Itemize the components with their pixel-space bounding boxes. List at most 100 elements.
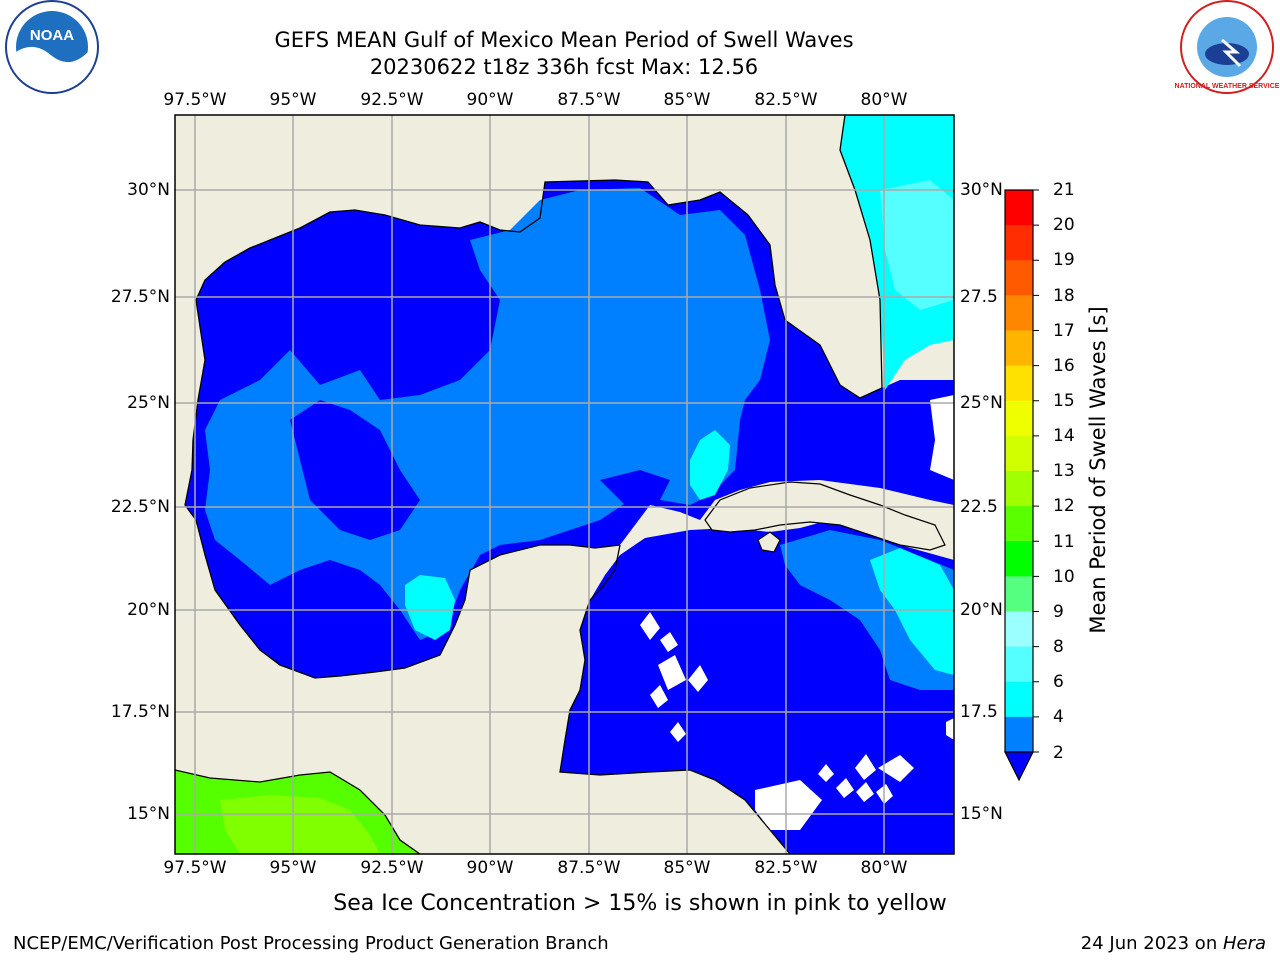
lat-tick-left: 20°N — [127, 600, 170, 620]
lon-tick-bottom: 92.5°W — [360, 858, 424, 878]
lon-tick-bottom: 80°W — [860, 858, 908, 878]
atlantic-swell-8-9s — [880, 180, 954, 310]
lat-tick-right: 27.5 — [960, 287, 998, 307]
lat-tick-left: 22.5°N — [110, 497, 170, 517]
colorbar-tick: 4 — [1053, 707, 1064, 727]
colorbar-tick: 9 — [1053, 602, 1064, 622]
colorbar-tick: 20 — [1053, 215, 1075, 235]
gulf-swell-6-8s-east — [690, 430, 730, 500]
footer-date: 24 Jun 2023 on Hera — [1081, 933, 1266, 954]
lat-tick-left: 17.5°N — [110, 702, 170, 722]
colorbar-extend-arrow — [1004, 751, 1034, 782]
lon-tick-bottom: 90°W — [466, 858, 514, 878]
lon-tick-top: 82.5°W — [754, 90, 818, 110]
colorbar-segment — [1005, 365, 1033, 402]
caribbean-swell-6-8s — [870, 548, 954, 675]
no-data-patch — [818, 764, 834, 782]
lat-tick-right: 20°N — [960, 600, 1003, 620]
coastline — [184, 299, 621, 679]
lon-tick-bottom: 95°W — [269, 858, 317, 878]
lon-tick-bottom: 85°W — [663, 858, 711, 878]
gulf-swell-6-8s-southwest — [405, 575, 455, 640]
lat-tick-left: 25°N — [127, 393, 170, 413]
colorbar-segment — [1005, 190, 1033, 226]
map-title: GEFS MEAN Gulf of Mexico Mean Period of … — [274, 28, 854, 52]
colorbar-segment — [1005, 576, 1033, 612]
colorbar-segment — [1005, 435, 1033, 472]
colorbar-segment — [1005, 611, 1033, 648]
colorbar-label-text: Mean Period of Swell Waves [s] — [1086, 306, 1110, 634]
no-data-patch — [855, 754, 876, 780]
lon-tick-bottom: 97.5°W — [163, 858, 227, 878]
colorbar-segment — [1005, 646, 1033, 683]
lon-tick-bottom: 82.5°W — [754, 858, 818, 878]
map-subtitle: 20230622 t18z 336h fcst Max: 12.56 — [369, 55, 759, 79]
colorbar-tick: 12 — [1053, 496, 1075, 516]
no-data-patch — [650, 685, 668, 708]
nws-logo-text: NATIONAL WEATHER SERVICE — [1175, 83, 1280, 90]
colorbar-tick: 14 — [1053, 426, 1075, 446]
isla-de-la-juventud — [757, 531, 781, 553]
no-data-patch — [688, 665, 708, 692]
gulf-swell-2-4s-pocket-3 — [430, 255, 480, 300]
noaa-logo: NOAA — [5, 0, 99, 94]
colorbar-segment — [1005, 716, 1033, 753]
lat-tick-right: 17.5 — [960, 702, 998, 722]
colorbar-segment — [1005, 295, 1033, 331]
lat-tick-left: 30°N — [127, 180, 170, 200]
colorbar-tick: 13 — [1053, 461, 1075, 481]
colorbar-segment — [1005, 330, 1033, 367]
colorbar-segment — [1005, 506, 1033, 542]
cuba-island — [704, 481, 946, 551]
lat-tick-right: 15°N — [960, 804, 1003, 824]
gulf-swell-2-4s-pocket-2 — [600, 470, 670, 505]
colorbar-tick: 18 — [1053, 286, 1075, 306]
colorbar-segment — [1005, 400, 1033, 437]
lat-tick-right: 22.5 — [960, 497, 998, 517]
colorbar-tick: 15 — [1053, 391, 1075, 411]
footer-date-text: 24 Jun 2023 on — [1080, 933, 1223, 954]
colorbar-tick: 21 — [1053, 180, 1075, 200]
colorbar-segment — [1005, 225, 1033, 261]
coastline — [839, 115, 883, 389]
no-data-patch — [856, 782, 874, 802]
lat-tick-right: 25°N — [960, 393, 1003, 413]
lon-tick-top: 87.5°W — [557, 90, 621, 110]
nws-logo: NATIONAL WEATHER SERVICE — [1175, 0, 1280, 94]
coastline — [559, 544, 791, 854]
colorbar-segment — [1005, 541, 1033, 577]
colorbar-tick: 6 — [1053, 672, 1064, 692]
no-data-patch — [670, 722, 686, 742]
no-data-patch — [878, 755, 914, 782]
map-frame — [174, 114, 955, 855]
no-data-patch — [660, 632, 678, 652]
footer-credit: NCEP/EMC/Verification Post Processing Pr… — [13, 933, 609, 954]
coastline — [175, 769, 421, 854]
colorbar-tick: 16 — [1053, 356, 1075, 376]
lat-tick-left: 15°N — [127, 804, 170, 824]
gulf-swell-2-4s-pocket — [290, 400, 420, 540]
lon-tick-top: 80°W — [860, 90, 908, 110]
colorbar-segment — [1005, 471, 1033, 507]
lon-tick-top: 92.5°W — [360, 90, 424, 110]
no-data-patch — [946, 718, 954, 740]
lat-tick-left: 27.5°N — [110, 287, 170, 307]
colorbar — [1004, 189, 1039, 782]
lon-tick-top: 95°W — [269, 90, 317, 110]
colorbar-tick: 17 — [1053, 321, 1075, 341]
no-data-patch — [836, 778, 854, 798]
lon-tick-top: 97.5°W — [163, 90, 227, 110]
noaa-logo-text: NOAA — [30, 27, 74, 44]
colorbar-segment — [1005, 681, 1033, 718]
sea-ice-note: Sea Ice Concentration > 15% is shown in … — [333, 891, 947, 916]
lon-tick-top: 90°W — [466, 90, 514, 110]
grid-lines — [175, 115, 954, 854]
colorbar-tick: 2 — [1053, 743, 1064, 763]
footer-host: Hera — [1222, 933, 1266, 954]
lat-tick-right: 30°N — [960, 180, 1003, 200]
no-data-patch — [658, 655, 686, 690]
map-area — [175, 115, 954, 854]
colorbar-tick: 19 — [1053, 250, 1075, 270]
colorbar-segment — [1005, 260, 1033, 296]
